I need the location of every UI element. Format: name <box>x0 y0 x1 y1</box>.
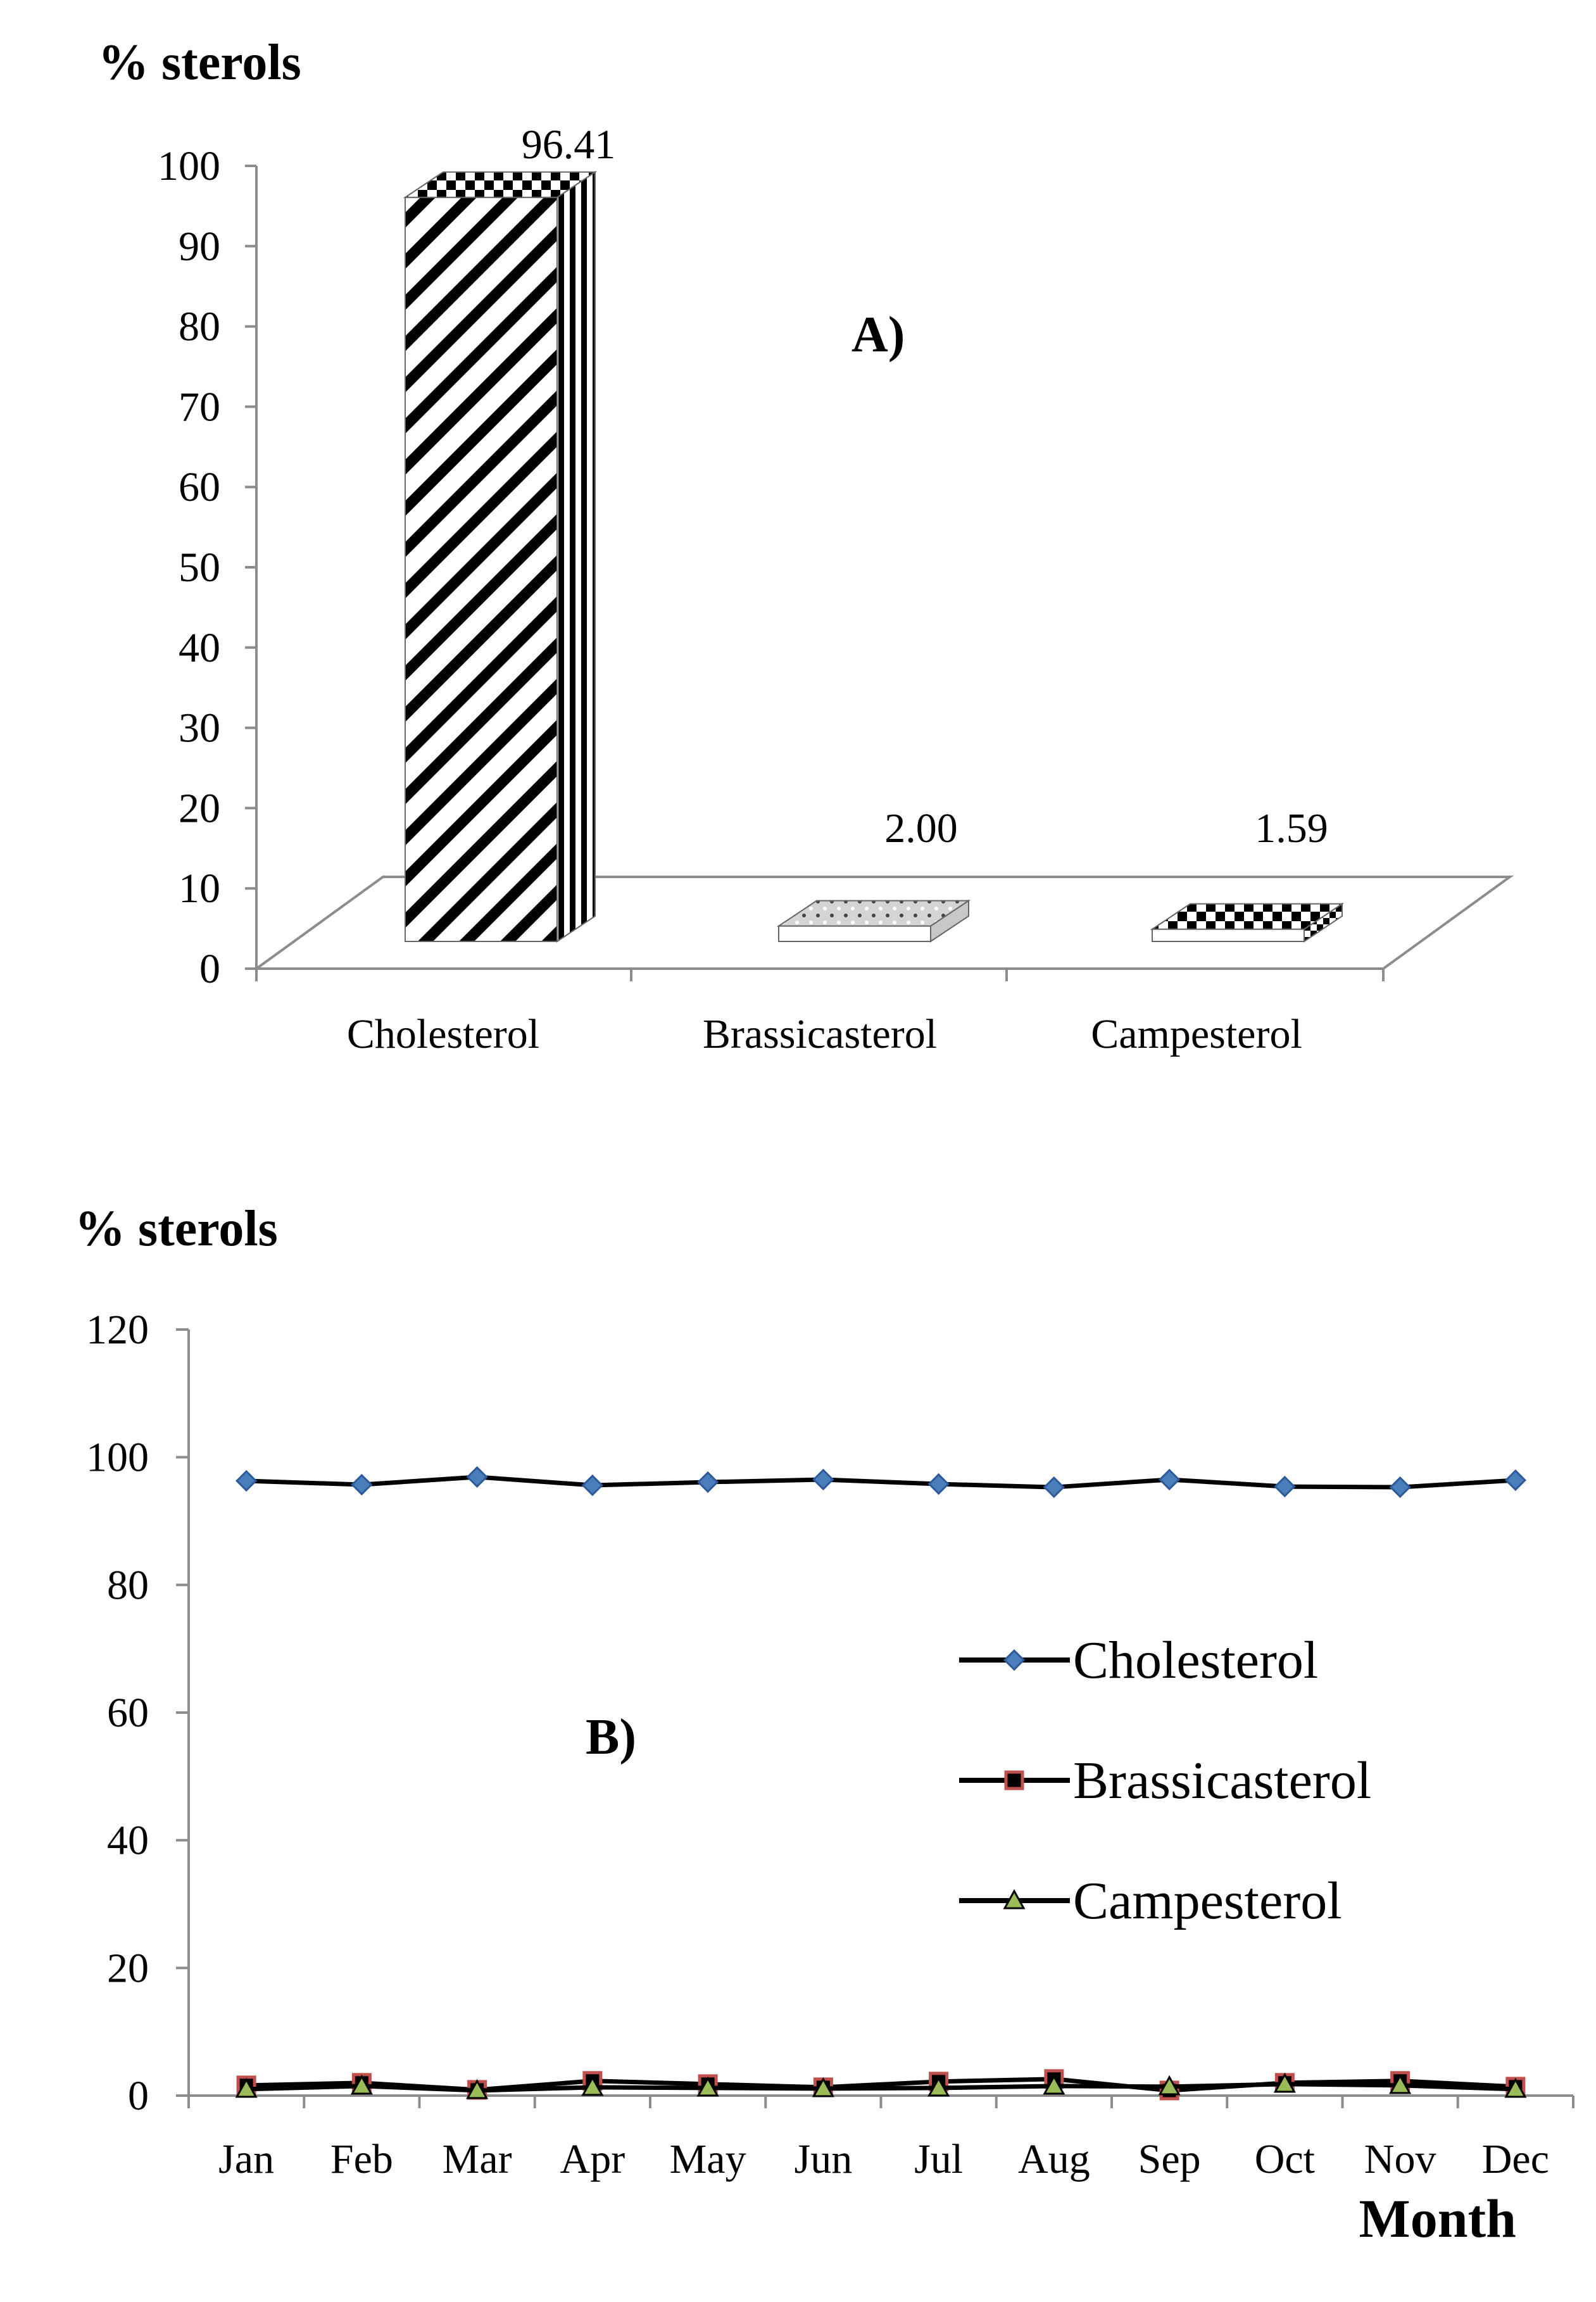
chart-a-ylabel: % sterols <box>98 35 301 91</box>
chart-b-x-label: May <box>670 2136 746 2182</box>
chart-a-y-tick-label: 100 <box>158 143 220 189</box>
chart-b-x-label: Nov <box>1364 2136 1436 2182</box>
chart-a-y-tick-label: 90 <box>179 223 220 270</box>
chart-b-series-campesterol <box>235 2072 1527 2099</box>
chart-b-y-ticks: 0 20 40 60 80 100 120 <box>86 1307 189 2119</box>
chart-b-ylabel: % sterols <box>75 1201 278 1257</box>
chart-b-x-label: Mar <box>443 2136 512 2182</box>
chart-b-legend-item: Brassicasterol <box>959 1751 1371 1810</box>
chart-a-y-tick-label: 80 <box>179 304 220 350</box>
chart-b-point <box>812 1468 834 1491</box>
chart-a-bar-top <box>403 171 598 198</box>
chart-b-panel-label: B) <box>586 1709 636 1765</box>
chart-b-line <box>246 1475 1516 1490</box>
chart-b-point <box>1389 2073 1412 2094</box>
chart-b-x-label: Jul <box>914 2136 963 2182</box>
chart-a-bar-front <box>1152 928 1305 942</box>
chart-a-y-tick-label: 20 <box>179 785 220 831</box>
chart-b-point <box>351 1473 373 1496</box>
chart-a-bar-top <box>776 900 971 927</box>
chart-b-point <box>236 1469 258 1492</box>
chart-a-bar <box>1150 902 1345 943</box>
chart-a-panel-label: A) <box>851 307 905 363</box>
chart-b-point <box>1504 1469 1526 1492</box>
chart-b-legend-marker <box>1004 1770 1024 1790</box>
chart-b-x-label: Sep <box>1138 2136 1201 2182</box>
chart-b: % sterols B) Month 0 20 40 60 80 100 120 Jan Fe… <box>75 1201 1574 2249</box>
chart-a-y-tick-label: 40 <box>179 625 220 671</box>
chart-b-legend-marker <box>1003 1649 1026 1671</box>
chart-b-point <box>696 2076 719 2097</box>
chart-b-point <box>1389 1476 1411 1499</box>
chart-b-point <box>1273 2072 1296 2093</box>
chart-a-y-tick-label: 60 <box>179 464 220 510</box>
chart-a-bar-front <box>778 925 931 942</box>
chart-b-point <box>1158 2075 1181 2096</box>
chart-b-y-tick-label: 80 <box>107 1562 149 1608</box>
chart-b-legend-item: Cholesterol <box>959 1631 1318 1690</box>
chart-a-bar-top <box>1150 903 1345 930</box>
chart-b-legend-item: Campesterol <box>959 1871 1342 1930</box>
chart-a-y-tick-label: 50 <box>179 544 220 591</box>
chart-b-x-ticks: Jan Feb Mar Apr May Jun Jul Aug Sep Oct Nov Dec <box>187 2096 1574 2182</box>
chart-a-value-label: 1.59 <box>1255 805 1328 852</box>
chart-a-bar-front <box>405 196 558 942</box>
chart-b-y-tick-label: 120 <box>86 1307 149 1353</box>
chart-b-y-tick-label: 100 <box>86 1435 149 1481</box>
chart-a-x-label: Campesterol <box>1091 1011 1302 1057</box>
chart-b-x-label: Feb <box>330 2136 393 2182</box>
chart-b-point <box>1043 1476 1065 1499</box>
chart-b-point <box>812 2077 834 2098</box>
chart-b-y-tick-label: 40 <box>107 1818 149 1864</box>
chart-a-bar <box>776 899 971 943</box>
chart-b-point <box>1274 1475 1296 1498</box>
chart-b-y-tick-label: 60 <box>107 1690 149 1736</box>
chart-b-y-tick-label: 0 <box>128 2073 149 2119</box>
chart-b-xlabel: Month <box>1359 2188 1516 2249</box>
chart-b-point <box>1043 2074 1065 2095</box>
chart-a-y-tick-label: 0 <box>199 946 220 992</box>
chart-a: % sterols A) 0 10 20 30 40 50 60 70 80 90 100 96.4… <box>98 35 1514 1057</box>
chart-b-point <box>466 1466 488 1488</box>
chart-a-y-tick-label: 30 <box>179 705 220 752</box>
chart-b-x-label: Dec <box>1482 2136 1549 2182</box>
chart-b-series <box>235 1466 1527 2101</box>
chart-a-value-label: 96.41 <box>522 122 616 168</box>
chart-b-x-label: Jan <box>218 2136 274 2182</box>
chart-b-point <box>927 1473 950 1495</box>
chart-b-point <box>1504 2077 1527 2098</box>
chart-b-line <box>246 2082 1516 2093</box>
chart-b-legend-label: Brassicasterol <box>1073 1751 1371 1810</box>
chart-b-point <box>581 2075 604 2096</box>
chart-a-y-tick-label: 10 <box>179 865 220 912</box>
chart-b-x-label: Aug <box>1018 2136 1090 2182</box>
chart-b-point <box>1159 1468 1181 1491</box>
chart-a-bar-side <box>556 170 596 943</box>
chart-a-x-label: Cholesterol <box>347 1011 539 1057</box>
chart-b-point <box>466 2079 489 2099</box>
chart-b-legend: Cholesterol Brassicasterol Campesterol <box>959 1631 1371 1930</box>
chart-b-point <box>927 2076 950 2097</box>
chart-a-bar <box>403 170 598 943</box>
chart-b-legend-label: Campesterol <box>1073 1871 1342 1930</box>
chart-b-series-cholesterol <box>236 1466 1526 1499</box>
chart-a-bars: 96.41 2.00 1.59 <box>403 122 1345 943</box>
chart-a-value-label: 2.00 <box>884 805 958 852</box>
chart-b-point <box>697 1471 719 1494</box>
chart-b-point <box>581 1474 603 1497</box>
chart-b-point <box>350 2074 373 2095</box>
chart-b-legend-label: Cholesterol <box>1073 1631 1318 1690</box>
chart-b-point <box>235 2077 258 2098</box>
chart-a-y-ticks: 0 10 20 30 40 50 60 70 80 90 100 <box>158 143 256 992</box>
chart-a-x-labels: Cholesterol Brassicasterol Campesterol <box>347 1011 1302 1057</box>
chart-b-x-label: Oct <box>1255 2136 1315 2182</box>
chart-b-legend-marker <box>1003 1889 1026 1909</box>
chart-a-x-label: Brassicasterol <box>703 1011 937 1057</box>
chart-a-y-tick-label: 70 <box>179 384 220 430</box>
chart-b-x-label: Jun <box>795 2136 853 2182</box>
chart-b-y-tick-label: 20 <box>107 1945 149 1991</box>
chart-b-x-label: Apr <box>560 2136 625 2182</box>
